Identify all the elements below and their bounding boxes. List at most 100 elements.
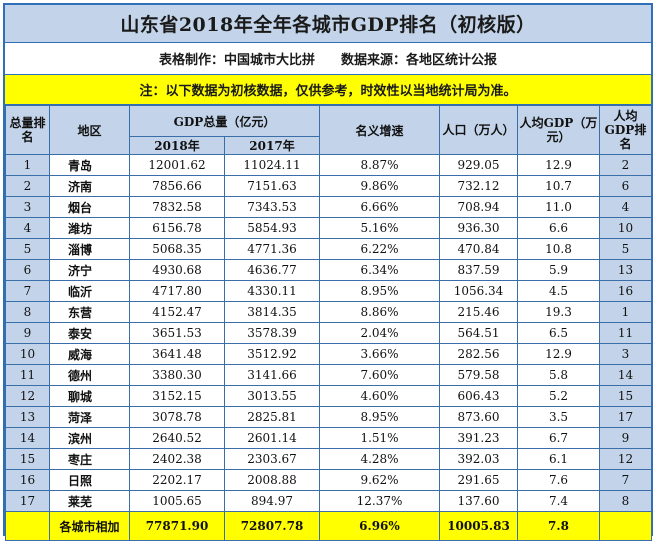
rank-cell: 3 — [5, 196, 50, 218]
per-capita-rank-cell: 3 — [599, 343, 652, 365]
per-capita-rank-cell: 10 — [599, 217, 652, 239]
table-row: 8 东营 4152.47 3814.35 8.86% 215.46 19.3 1 — [5, 301, 652, 323]
gdp-2017-cell: 5854.93 — [224, 217, 320, 239]
region-cell: 济南 — [49, 175, 130, 197]
table-meta: 表格制作：中国城市大比拼 数据来源：各地区统计公报 — [5, 43, 651, 75]
total-gdp-2018: 77871.90 — [129, 511, 225, 541]
table-row: 16 日照 2202.17 2008.88 9.62% 291.65 7.6 7 — [5, 469, 652, 491]
growth-cell: 3.66% — [319, 343, 440, 365]
growth-cell: 5.16% — [319, 217, 440, 239]
gdp-2017-cell: 3141.66 — [224, 364, 320, 386]
region-cell: 威海 — [49, 343, 130, 365]
gdp-2018-cell: 3078.78 — [129, 406, 225, 428]
per-capita-cell: 12.9 — [517, 343, 600, 365]
rank-cell: 14 — [5, 427, 50, 449]
table-row: 9 泰安 3651.53 3578.39 2.04% 564.51 6.5 11 — [5, 322, 652, 344]
region-cell: 青岛 — [49, 154, 130, 176]
per-capita-cell: 6.7 — [517, 427, 600, 449]
gdp-2018-cell: 5068.35 — [129, 238, 225, 260]
gdp-2018-cell: 3152.15 — [129, 385, 225, 407]
per-capita-cell: 5.8 — [517, 364, 600, 386]
rank-cell: 5 — [5, 238, 50, 260]
table-row: 2 济南 7856.66 7151.63 9.86% 732.12 10.7 6 — [5, 175, 652, 197]
per-capita-cell: 5.2 — [517, 385, 600, 407]
header-gdp-total: GDP总量（亿元） — [129, 105, 320, 137]
population-cell: 606.43 — [439, 385, 518, 407]
gdp-2018-cell: 12001.62 — [129, 154, 225, 176]
per-capita-rank-cell: 4 — [599, 196, 652, 218]
population-cell: 564.51 — [439, 322, 518, 344]
per-capita-rank-cell: 8 — [599, 490, 652, 512]
per-capita-rank-cell: 15 — [599, 385, 652, 407]
gdp-2018-cell: 4717.80 — [129, 280, 225, 302]
region-cell: 泰安 — [49, 322, 130, 344]
table-row: 13 菏泽 3078.78 2825.81 8.95% 873.60 3.5 17 — [5, 406, 652, 428]
per-capita-rank-cell: 6 — [599, 175, 652, 197]
rank-cell: 1 — [5, 154, 50, 176]
growth-cell: 8.87% — [319, 154, 440, 176]
per-capita-rank-cell: 11 — [599, 322, 652, 344]
region-cell: 济宁 — [49, 259, 130, 281]
table-row: 10 威海 3641.48 3512.92 3.66% 282.56 12.9 3 — [5, 343, 652, 365]
per-capita-rank-cell: 9 — [599, 427, 652, 449]
gdp-2017-cell: 3512.92 — [224, 343, 320, 365]
table-row: 4 潍坊 6156.78 5854.93 5.16% 936.30 6.6 10 — [5, 217, 652, 239]
table-title: 山东省2018年全年各城市GDP排名（初核版） — [5, 5, 651, 43]
region-cell: 临沂 — [49, 280, 130, 302]
table-row: 14 滨州 2640.52 2601.14 1.51% 391.23 6.7 9 — [5, 427, 652, 449]
per-capita-rank-cell: 13 — [599, 259, 652, 281]
gdp-2018-cell: 1005.65 — [129, 490, 225, 512]
gdp-2017-cell: 2825.81 — [224, 406, 320, 428]
growth-cell: 6.22% — [319, 238, 440, 260]
total-gdp-2017: 72807.78 — [224, 511, 320, 541]
gdp-2017-cell: 7151.63 — [224, 175, 320, 197]
region-cell: 滨州 — [49, 427, 130, 449]
rank-cell: 2 — [5, 175, 50, 197]
header-rank: 总量排名 — [5, 105, 50, 155]
growth-cell: 1.51% — [319, 427, 440, 449]
gdp-2017-cell: 3578.39 — [224, 322, 320, 344]
region-cell: 德州 — [49, 364, 130, 386]
rank-cell: 15 — [5, 448, 50, 470]
gdp-2017-cell: 2008.88 — [224, 469, 320, 491]
per-capita-cell: 6.6 — [517, 217, 600, 239]
rank-cell: 8 — [5, 301, 50, 323]
per-capita-cell: 10.7 — [517, 175, 600, 197]
population-cell: 215.46 — [439, 301, 518, 323]
region-cell: 菏泽 — [49, 406, 130, 428]
table-row: 5 淄博 5068.35 4771.36 6.22% 470.84 10.8 5 — [5, 238, 652, 260]
population-cell: 137.60 — [439, 490, 518, 512]
rank-cell: 7 — [5, 280, 50, 302]
gdp-2017-cell: 2601.14 — [224, 427, 320, 449]
population-cell: 470.84 — [439, 238, 518, 260]
region-cell: 淄博 — [49, 238, 130, 260]
total-rank-cell — [5, 511, 50, 541]
region-cell: 东营 — [49, 301, 130, 323]
per-capita-cell: 19.3 — [517, 301, 600, 323]
per-capita-rank-cell: 7 — [599, 469, 652, 491]
population-cell: 936.30 — [439, 217, 518, 239]
per-capita-cell: 11.0 — [517, 196, 600, 218]
table-row: 7 临沂 4717.80 4330.11 8.95% 1056.34 4.5 16 — [5, 280, 652, 302]
table-body: 1 青岛 12001.62 11024.11 8.87% 929.05 12.9 2 2 济南 78… — [5, 154, 652, 512]
header-region: 地区 — [49, 105, 130, 155]
table-row: 1 青岛 12001.62 11024.11 8.87% 929.05 12.9 2 — [5, 154, 652, 176]
data-source: 数据来源：各地区统计公报 — [341, 53, 498, 68]
per-capita-cell: 3.5 — [517, 406, 600, 428]
growth-cell: 8.95% — [319, 280, 440, 302]
gdp-2018-cell: 7832.58 — [129, 196, 225, 218]
per-capita-rank-cell: 2 — [599, 154, 652, 176]
population-cell: 1056.34 — [439, 280, 518, 302]
gdp-2018-cell: 3380.30 — [129, 364, 225, 386]
header-population: 人口（万人） — [439, 105, 518, 155]
per-capita-cell: 12.9 — [517, 154, 600, 176]
total-per-capita-rank — [599, 511, 652, 541]
population-cell: 837.59 — [439, 259, 518, 281]
rank-cell: 12 — [5, 385, 50, 407]
region-cell: 烟台 — [49, 196, 130, 218]
per-capita-rank-cell: 17 — [599, 406, 652, 428]
rank-cell: 4 — [5, 217, 50, 239]
total-population: 10005.83 — [439, 511, 518, 541]
rank-cell: 17 — [5, 490, 50, 512]
table-note: 注：以下数据为初核数据，仅供参考，时效性以当地统计局为准。 — [5, 75, 651, 105]
